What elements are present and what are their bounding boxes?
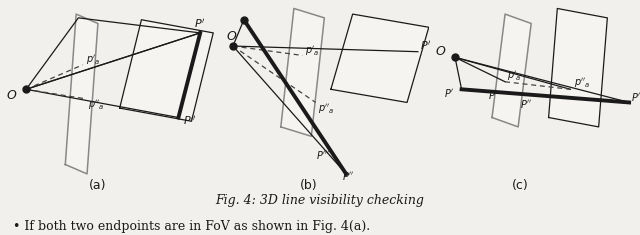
Text: $p''_a$: $p''_a$ bbox=[573, 77, 590, 90]
Text: $P'$: $P'$ bbox=[194, 16, 205, 30]
Text: • If both two endpoints are in FoV as shown in Fig. 4(a).: • If both two endpoints are in FoV as sh… bbox=[13, 220, 370, 233]
Text: $P''$: $P''$ bbox=[520, 98, 532, 110]
Polygon shape bbox=[492, 14, 531, 127]
Polygon shape bbox=[120, 20, 213, 121]
Text: (c): (c) bbox=[512, 179, 529, 192]
Text: $P'$: $P'$ bbox=[444, 87, 454, 99]
Text: (b): (b) bbox=[300, 179, 318, 192]
Text: $P''$: $P''$ bbox=[631, 90, 640, 103]
Text: $p''_a$: $p''_a$ bbox=[318, 102, 334, 116]
Text: Fig. 4: 3D line visibility checking: Fig. 4: 3D line visibility checking bbox=[216, 194, 424, 208]
Text: $P''$: $P''$ bbox=[342, 169, 354, 182]
Text: $p'_a$: $p'_a$ bbox=[86, 53, 100, 67]
Text: $P''$: $P''$ bbox=[183, 114, 196, 127]
Text: $p'_a$: $p'_a$ bbox=[305, 44, 319, 58]
Polygon shape bbox=[548, 8, 607, 127]
Text: $P'$: $P'$ bbox=[488, 89, 498, 101]
Text: O: O bbox=[227, 30, 236, 43]
Polygon shape bbox=[331, 14, 429, 102]
Text: (a): (a) bbox=[89, 179, 107, 192]
Text: $P'''$: $P'''$ bbox=[316, 149, 330, 161]
Text: $p'_a$: $p'_a$ bbox=[508, 69, 522, 83]
Text: $P'$: $P'$ bbox=[420, 39, 431, 52]
Text: O: O bbox=[6, 89, 17, 102]
Text: $p''_a$: $p''_a$ bbox=[88, 98, 105, 112]
Text: O: O bbox=[435, 45, 445, 59]
Polygon shape bbox=[281, 8, 324, 136]
Polygon shape bbox=[65, 14, 98, 174]
